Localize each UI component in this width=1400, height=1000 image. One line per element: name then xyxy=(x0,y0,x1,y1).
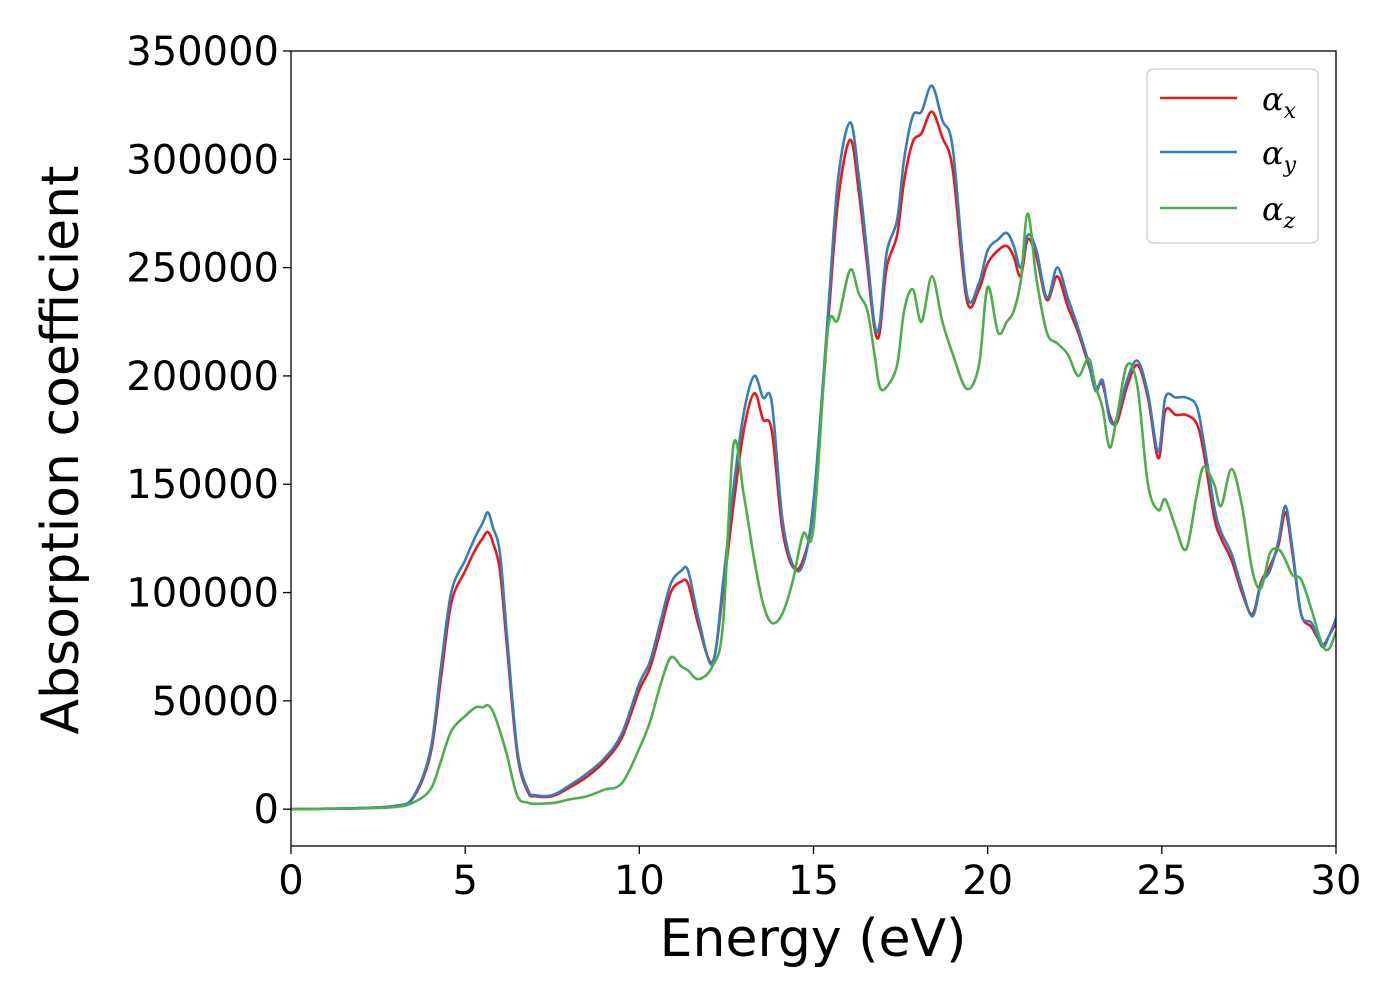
y-tick-label: 250000 xyxy=(126,246,279,292)
x-axis: 0 5 10 15 20 25 30 xyxy=(278,846,1361,904)
legend: αx αy αz xyxy=(1146,68,1319,244)
y-tick-label: 350000 xyxy=(126,29,279,75)
y-tick-label: 100000 xyxy=(126,571,279,617)
legend-entry-x: αx xyxy=(1160,80,1297,124)
x-tick-label: 10 xyxy=(614,858,665,904)
y-tick-label: 200000 xyxy=(126,354,279,400)
legend-entry-y: αy xyxy=(1160,134,1297,178)
y-tick-label: 150000 xyxy=(126,462,279,508)
series-line-alpha-y xyxy=(291,84,1336,811)
legend-label-z: αz xyxy=(1262,190,1296,234)
y-tick-label: 50000 xyxy=(152,679,279,725)
x-tick-label: 25 xyxy=(1136,858,1187,904)
series-line-alpha-z xyxy=(291,212,1336,811)
legend-entry-z: αz xyxy=(1160,190,1296,234)
y-axis: 0 50000 100000 150000 200000 250000 300000 3500… xyxy=(126,29,291,833)
legend-label-x: αx xyxy=(1262,80,1297,124)
y-tick-label: 300000 xyxy=(126,137,279,183)
x-tick-label: 5 xyxy=(452,858,477,904)
plot-area xyxy=(291,84,1336,811)
x-tick-label: 20 xyxy=(962,858,1013,904)
x-tick-label: 15 xyxy=(788,858,839,904)
y-tick-label: 0 xyxy=(254,787,279,833)
legend-label-y: αy xyxy=(1262,134,1297,178)
y-axis-title: Absorption coefficient xyxy=(31,165,91,734)
x-tick-label: 30 xyxy=(1311,858,1362,904)
x-axis-title: Energy (eV) xyxy=(660,909,967,969)
legend-box xyxy=(1146,68,1319,244)
x-tick-label: 0 xyxy=(278,858,303,904)
